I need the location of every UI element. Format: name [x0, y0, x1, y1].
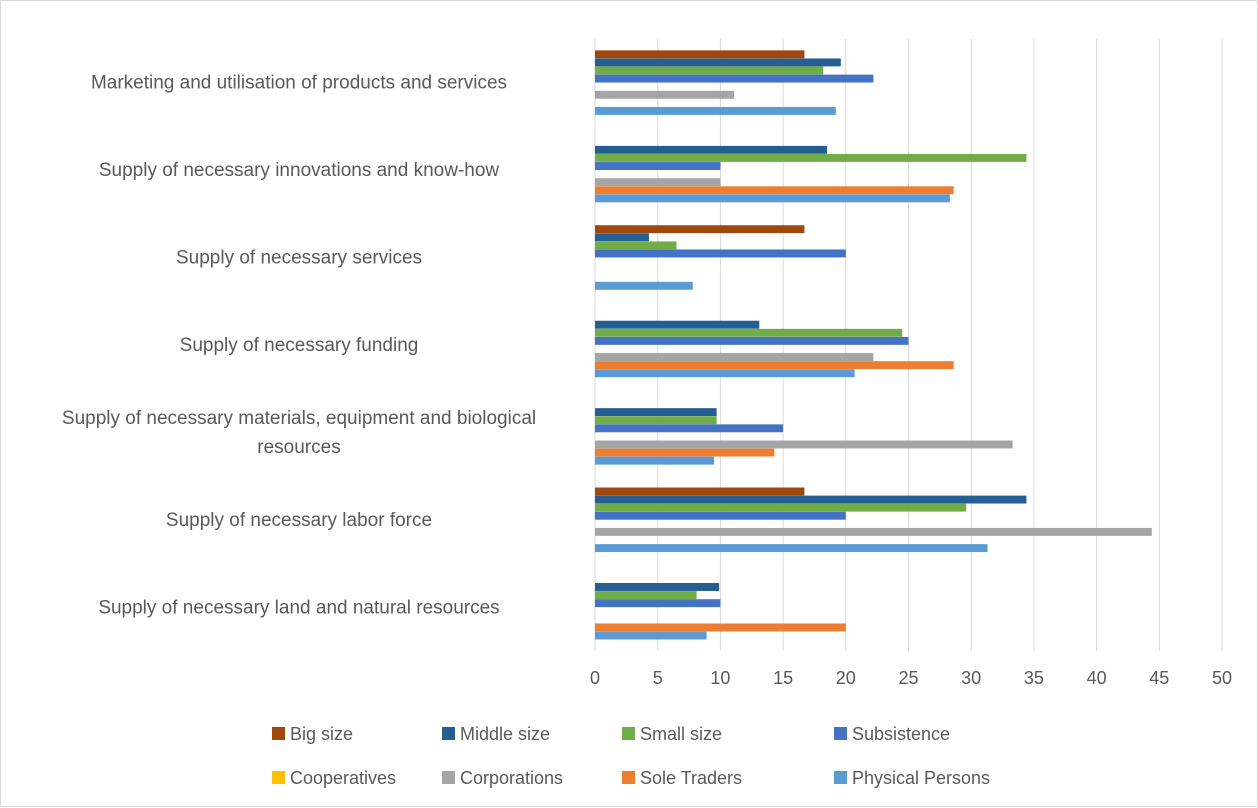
x-tick-label: 35: [1024, 668, 1044, 688]
bar-subsistence: [595, 424, 784, 433]
legend-label-small-size: Small size: [640, 724, 722, 744]
legend-swatch-middle-size: [442, 727, 455, 740]
category-labels: Marketing and utilisation of products an…: [62, 73, 536, 619]
x-tick-label: 20: [836, 668, 856, 688]
bar-subsistence: [595, 74, 874, 83]
bar-subsistence: [595, 599, 721, 608]
legend-swatch-corporations: [442, 771, 455, 784]
bar-physical-persons: [595, 631, 707, 640]
bar-big-size: [595, 225, 805, 234]
gridlines: [594, 39, 1223, 651]
legend-swatch-small-size: [622, 727, 635, 740]
x-tick-label: 30: [961, 668, 981, 688]
x-tick-label: 45: [1149, 668, 1169, 688]
legend-swatch-sole-traders: [622, 771, 635, 784]
category-label: Supply of necessary services: [176, 248, 422, 269]
bar-subsistence: [595, 162, 721, 170]
bar-sole-traders: [595, 623, 846, 632]
bar-small-size: [595, 328, 903, 337]
bar-physical-persons: [595, 106, 836, 115]
x-tick-label: 10: [710, 668, 730, 688]
legend-label-subsistence: Subsistence: [852, 724, 950, 744]
bar-small-size: [595, 591, 697, 600]
legend: Big size Middle size Small size Subsistence…: [272, 724, 990, 788]
bar-small-size: [595, 241, 677, 250]
x-tick-label: 5: [653, 668, 663, 688]
legend-swatch-big-size: [272, 727, 285, 740]
bar-small-size: [595, 153, 1027, 162]
x-tick-label: 50: [1212, 668, 1232, 688]
bar-physical-persons: [595, 281, 693, 290]
bar-middle-size: [595, 320, 760, 329]
bar-middle-size: [595, 233, 649, 242]
bar-small-size: [595, 416, 717, 425]
bar-middle-size: [595, 495, 1027, 504]
bar-corporations: [595, 440, 1013, 449]
category-label: Marketing and utilisation of products an…: [91, 73, 507, 94]
bar-big-size: [595, 487, 805, 496]
category-label: Supply of necessary innovations and know…: [99, 160, 500, 181]
bar-middle-size: [595, 408, 717, 417]
bar-physical-persons: [595, 194, 950, 203]
x-tick-label: 0: [590, 668, 600, 688]
bar-sole-traders: [595, 361, 954, 370]
legend-label-cooperatives: Cooperatives: [290, 768, 396, 788]
bar-sole-traders: [595, 186, 954, 195]
legend-label-physical-persons: Physical Persons: [852, 768, 990, 788]
bar-middle-size: [595, 583, 720, 591]
x-tick-label: 40: [1087, 668, 1107, 688]
bar-subsistence: [595, 336, 909, 345]
bar-physical-persons: [595, 369, 855, 378]
bar-small-size: [595, 66, 824, 75]
legend-swatch-subsistence: [834, 727, 847, 740]
legend-label-middle-size: Middle size: [460, 724, 550, 744]
bar-corporations: [595, 527, 1152, 536]
bar-middle-size: [595, 145, 827, 154]
x-tick-label: 15: [773, 668, 793, 688]
bar-subsistence: [595, 511, 846, 520]
bar-big-size: [595, 50, 805, 59]
legend-label-corporations: Corporations: [460, 768, 563, 788]
category-label: Supply of necessary land and natural res…: [98, 597, 499, 618]
bar-corporations: [595, 90, 735, 99]
legend-swatch-cooperatives: [272, 771, 285, 784]
legend-label-sole-traders: Sole Traders: [640, 768, 742, 788]
bar-corporations: [595, 178, 721, 187]
x-axis-ticks: 0 5 10 15 20 25 30 35 40 45 50: [590, 668, 1232, 688]
bar-subsistence: [595, 249, 846, 258]
x-tick-label: 25: [898, 668, 918, 688]
legend-label-big-size: Big size: [290, 724, 353, 744]
bar-sole-traders: [595, 448, 775, 457]
bars: [595, 50, 1152, 640]
category-label: Supply of necessary funding: [180, 335, 419, 356]
bar-middle-size: [595, 58, 841, 67]
legend-swatch-physical-persons: [834, 771, 847, 784]
bar-physical-persons: [595, 544, 988, 553]
category-label: Supply of necessary materials, equipment…: [62, 408, 536, 458]
bar-corporations: [595, 353, 874, 362]
bar-physical-persons: [595, 456, 715, 465]
category-label: Supply of necessary labor force: [166, 510, 432, 531]
bar-small-size: [595, 503, 967, 512]
